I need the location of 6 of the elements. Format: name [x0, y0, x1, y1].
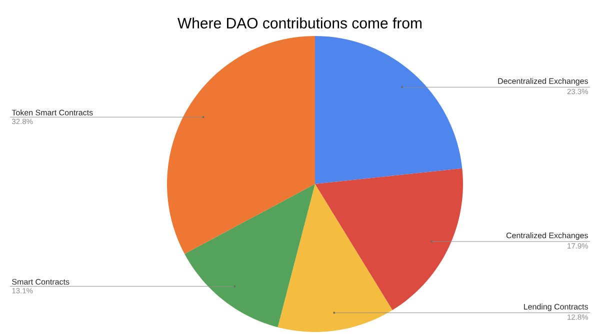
slice-label: Centralized Exchanges: [506, 232, 588, 240]
slice-label: Decentralized Exchanges: [498, 78, 588, 86]
slice-label: Token Smart Contracts: [12, 110, 93, 116]
chart-title: Where DAO contributions come from: [178, 17, 422, 28]
slice-label: Smart Contracts: [12, 278, 70, 285]
slice-label: Lending Contracts: [524, 304, 588, 312]
